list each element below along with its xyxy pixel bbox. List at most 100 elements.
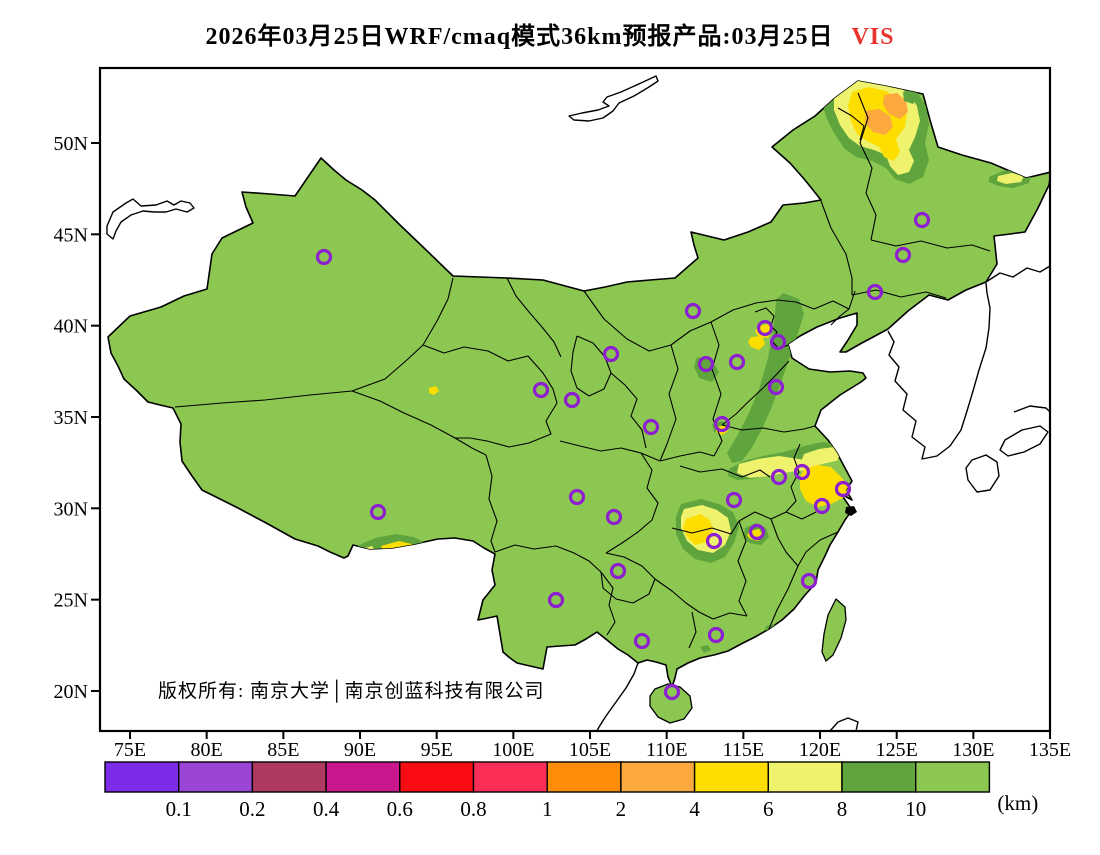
- page-title: 2026年03月25日WRF/cmaq模式36km预报产品:03月25日 VIS: [0, 16, 1100, 51]
- border-ne-river: [837, 107, 865, 141]
- patch-northeast-orange-2: [865, 109, 893, 135]
- city-marker-xining: [532, 381, 550, 399]
- lon-tick-label: 100E: [492, 739, 534, 761]
- colorbar-segment: [693, 761, 769, 793]
- japan-coastline-north: [1013, 405, 1050, 413]
- vietnam-coastline: [596, 662, 639, 731]
- russia-coastline: [985, 265, 1050, 283]
- city-marker-nanchang: [748, 523, 766, 541]
- city-marker-urumqi: [315, 248, 333, 266]
- longitude-axis: 75E 80E 85E 90E 95E 100E 105E 110E 115E 120E 125E 1…: [114, 731, 1071, 761]
- lat-tick-label: 50N: [54, 133, 88, 155]
- patch-northeast-green-dot: [903, 90, 918, 104]
- border-yunnan-east: [600, 571, 616, 636]
- city-marker-beijing: [756, 319, 774, 337]
- patch-northeast-orange-1: [883, 93, 908, 119]
- city-marker-taiyuan: [697, 355, 715, 373]
- border-shanxi-east: [710, 321, 723, 457]
- map-area: [106, 75, 1050, 731]
- title-text: 2026年03月25日WRF/cmaq模式36km预报产品:03月25日: [205, 24, 834, 50]
- border-guangdong-north: [712, 612, 748, 620]
- city-marker-jinan: [767, 378, 785, 396]
- lon-tick-label: 95E: [421, 739, 453, 761]
- lat-tick-label: 35N: [54, 407, 88, 429]
- city-marker-fuzhou: [800, 572, 818, 590]
- patch-delta-pale: [801, 447, 841, 469]
- colorbar-segment: [546, 761, 622, 793]
- border-henan-north: [659, 451, 715, 462]
- border-shandong-west: [721, 360, 790, 426]
- city-marker-guangzhou: [707, 626, 725, 644]
- city-marker-haikou: [663, 683, 681, 701]
- colorbar-value-label: 0.2: [239, 797, 265, 821]
- lon-tick-label: 135E: [1029, 739, 1071, 761]
- colorbar-segment: [915, 761, 991, 793]
- border-henan-south: [679, 465, 771, 478]
- lon-tick-label: 90E: [344, 739, 376, 761]
- city-marker-shanghai: [834, 480, 852, 498]
- border-chongqing: [605, 452, 659, 554]
- lon-tick-label: 125E: [876, 739, 918, 761]
- border-hebei-liaoning: [830, 308, 850, 326]
- patch-northeast-tip-pale: [997, 173, 1024, 184]
- border-yunnan-north: [494, 544, 602, 573]
- lon-tick-label: 120E: [799, 739, 841, 761]
- border-jiangxi-anhui: [738, 511, 787, 522]
- border-gansu-shaanxi: [610, 372, 647, 449]
- patch-sichuan-dot: [429, 386, 439, 395]
- city-marker-guiyang: [609, 562, 627, 580]
- city-marker-harbin: [913, 211, 931, 229]
- city-marker-lanzhou: [563, 391, 581, 409]
- city-markers: [315, 211, 931, 701]
- lat-tick-label: 20N: [54, 681, 88, 703]
- lon-tick-label: 75E: [114, 739, 146, 761]
- patch-beijing-yellow-2: [748, 336, 765, 350]
- korea-coastline: [887, 282, 991, 460]
- city-marker-shijiazhuang: [728, 353, 746, 371]
- border-fujian-guangdong: [768, 565, 799, 630]
- colorbar-segment: [251, 761, 327, 793]
- colorbar-segment: [177, 761, 254, 793]
- lat-tick-label: 40N: [54, 316, 88, 338]
- border-xinjiang-south: [174, 344, 424, 408]
- province-borders: [174, 92, 991, 649]
- colorbar-value-label: 10: [905, 797, 926, 821]
- colorbar-value-label: 4: [689, 797, 700, 821]
- patch-delta-yellow: [800, 465, 850, 507]
- colorbar-value-label: 0.6: [387, 797, 413, 821]
- border-guangxi-guangdong: [688, 611, 697, 649]
- colorbar-value-label: 2: [616, 797, 627, 821]
- lat-tick-label: 25N: [54, 590, 88, 612]
- city-marker-chengdu: [568, 488, 586, 506]
- title-variable: VIS: [851, 24, 895, 50]
- city-marker-changsha: [705, 532, 723, 550]
- lon-tick-label: 115E: [723, 739, 764, 761]
- city-marker-hefei: [770, 468, 788, 486]
- city-marker-lhasa: [369, 503, 387, 521]
- city-marker-shenyang: [866, 283, 884, 301]
- border-hubei-hunan: [671, 520, 740, 535]
- lake-balkhash-outline: [106, 198, 195, 240]
- colorbar-segment: [104, 761, 180, 793]
- patch-coast-dot-2: [700, 645, 711, 653]
- border-shandong-south: [721, 424, 816, 433]
- patch-south-tibet-yellow: [381, 541, 426, 562]
- city-marker-hangzhou: [813, 497, 831, 515]
- neighbor-outlines: [106, 75, 1050, 731]
- patches-2-4km: [865, 93, 908, 135]
- city-marker-nanning: [633, 632, 651, 650]
- colorbar-segment: [325, 761, 401, 793]
- city-marker-hohhot: [684, 302, 702, 320]
- city-marker-chongqing: [605, 508, 623, 526]
- colorbar-value-label: 6: [763, 797, 774, 821]
- lon-tick-label: 130E: [952, 739, 994, 761]
- luzon-coastline: [829, 717, 859, 731]
- colorbar-unit-label: (km): [997, 791, 1038, 815]
- border-heilongjiang-im: [857, 92, 877, 241]
- taiwan-island: [821, 598, 847, 662]
- border-qinghai-north: [422, 344, 558, 404]
- border-zhejiang-anhui: [785, 511, 817, 520]
- colorbar-segment: [399, 761, 475, 793]
- map-frame: [98, 66, 1052, 733]
- copyright-text: 版权所有: 南京大学│南京创蓝科技有限公司: [158, 681, 545, 702]
